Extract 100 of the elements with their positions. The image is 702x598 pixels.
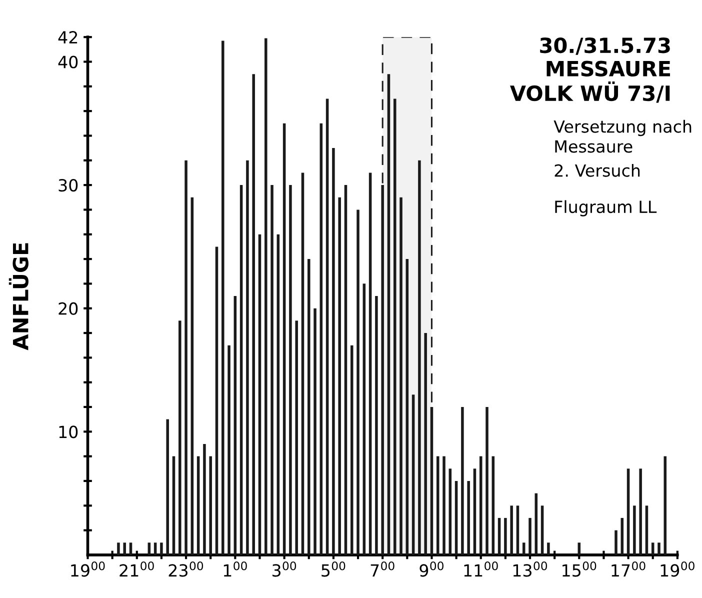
bar bbox=[467, 480, 470, 555]
bar bbox=[504, 518, 507, 555]
bar bbox=[215, 246, 218, 555]
bar bbox=[473, 468, 476, 555]
annotation: Versetzung nach Messaure bbox=[554, 120, 692, 153]
bar bbox=[320, 123, 323, 555]
bar bbox=[430, 406, 434, 555]
bar bbox=[276, 234, 280, 555]
x-tick-label: 19$^{00}$ bbox=[71, 561, 105, 577]
y-tick-label: 20 bbox=[58, 302, 78, 315]
y-axis-title: ANFLÜGE bbox=[8, 243, 28, 350]
bar bbox=[295, 320, 298, 555]
bar bbox=[350, 345, 354, 555]
bar bbox=[400, 197, 402, 555]
x-tick-label: 13$^{00}$ bbox=[513, 561, 548, 577]
bar bbox=[314, 308, 316, 555]
y-tick-label: 30 bbox=[58, 179, 78, 192]
bar bbox=[620, 518, 624, 555]
bar bbox=[486, 406, 488, 555]
bar bbox=[178, 320, 182, 555]
bar bbox=[387, 74, 390, 555]
bar bbox=[240, 185, 243, 555]
bar bbox=[270, 185, 274, 555]
bar bbox=[117, 542, 120, 555]
bar bbox=[184, 160, 188, 555]
bar bbox=[289, 185, 292, 555]
annotation: Flugraum LL bbox=[555, 200, 657, 216]
bar bbox=[160, 542, 163, 555]
bar bbox=[406, 259, 409, 555]
bar bbox=[658, 542, 660, 555]
bar bbox=[448, 468, 452, 555]
bar bbox=[190, 197, 194, 555]
y-tick-label: 10 bbox=[59, 426, 78, 438]
bar bbox=[393, 98, 396, 555]
annotation: 2. Versuch bbox=[554, 164, 640, 177]
bar bbox=[412, 394, 415, 555]
bar bbox=[510, 506, 513, 555]
bar bbox=[308, 259, 310, 555]
bar bbox=[252, 74, 255, 555]
bar bbox=[344, 185, 348, 555]
x-tick-label: 19$^{00}$ bbox=[660, 561, 694, 577]
y-tick-label: 40 bbox=[58, 56, 78, 68]
bar bbox=[528, 518, 532, 555]
x-tick-label: 5$^{00}$ bbox=[322, 561, 346, 577]
bar bbox=[492, 456, 495, 555]
bar bbox=[436, 456, 440, 555]
bar bbox=[148, 542, 151, 555]
bar bbox=[196, 456, 200, 555]
bar bbox=[166, 419, 169, 555]
bar bbox=[154, 542, 157, 555]
bar bbox=[264, 38, 268, 555]
bar bbox=[228, 345, 230, 555]
bar bbox=[338, 197, 341, 555]
bar bbox=[301, 172, 304, 555]
bar bbox=[498, 518, 501, 555]
bar bbox=[424, 333, 427, 555]
x-tick-label: 3$^{00}$ bbox=[272, 561, 296, 577]
bar bbox=[454, 480, 458, 555]
bar bbox=[362, 284, 366, 555]
bar bbox=[368, 172, 372, 555]
bar bbox=[516, 506, 520, 555]
text: 30./31.5.73 MESSAURE VOLK WÜ 73/I bbox=[510, 37, 670, 103]
bar bbox=[614, 530, 618, 555]
bar bbox=[664, 456, 667, 555]
x-tick-label: 23$^{00}$ bbox=[168, 561, 204, 577]
bar bbox=[332, 148, 335, 555]
bar bbox=[461, 406, 464, 555]
bar bbox=[246, 160, 249, 555]
bar bbox=[651, 542, 654, 555]
bar bbox=[645, 506, 648, 555]
bar bbox=[418, 160, 421, 555]
bar bbox=[172, 456, 176, 555]
bar bbox=[123, 542, 126, 555]
bar bbox=[540, 506, 544, 555]
bar bbox=[522, 542, 526, 555]
bar bbox=[578, 542, 581, 555]
bar bbox=[203, 444, 206, 555]
bar bbox=[356, 210, 360, 555]
bar bbox=[442, 456, 446, 555]
x-tick-label: 9$^{00}$ bbox=[420, 561, 444, 577]
x-tick-label: 1$^{00}$ bbox=[224, 561, 247, 577]
bar bbox=[129, 542, 132, 555]
x-tick-label: 11$^{00}$ bbox=[464, 561, 498, 577]
bar bbox=[258, 234, 262, 555]
bar bbox=[534, 493, 538, 555]
bar bbox=[282, 123, 286, 555]
bar bbox=[375, 296, 378, 555]
bar bbox=[639, 468, 642, 555]
x-tick-label: 21$^{00}$ bbox=[120, 561, 154, 577]
bar bbox=[326, 98, 329, 555]
bar bbox=[222, 40, 224, 555]
y-tick-label: 42 bbox=[58, 31, 78, 44]
bar bbox=[633, 506, 636, 555]
bar bbox=[479, 456, 482, 555]
bar bbox=[547, 542, 550, 555]
x-tick-label: 17$^{00}$ bbox=[612, 561, 646, 577]
bar bbox=[626, 468, 630, 555]
x-tick-label: 7$^{00}$ bbox=[370, 561, 394, 577]
bar bbox=[234, 296, 237, 555]
bar bbox=[209, 456, 212, 555]
